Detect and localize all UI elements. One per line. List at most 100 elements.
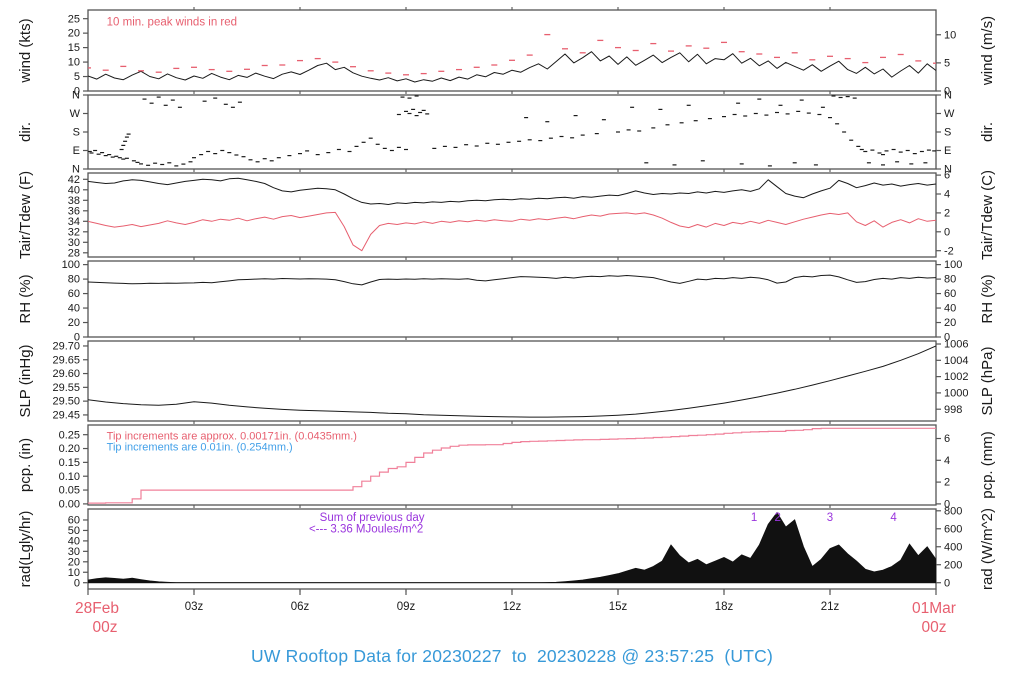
tick-label: 10 <box>68 567 80 579</box>
tick-label: 40 <box>68 184 80 196</box>
tick-label: 0 <box>74 577 80 589</box>
axis-label-right-rh: RH (%) <box>979 274 996 323</box>
tick-label: 29.45 <box>52 410 80 422</box>
tick-label: 0.05 <box>59 485 80 497</box>
tick-label: 800 <box>944 505 962 517</box>
tick-label: 20 <box>68 556 80 568</box>
panel-rh: 0 20 40 60 80 100 0 20 40 60 80 100 RH (%) RH (%) <box>17 259 996 343</box>
annotation-rad-5: 4 <box>890 512 897 524</box>
x-start-date: 28Feb <box>75 600 119 617</box>
series-group-pcp <box>88 427 936 504</box>
tick-label: 0 <box>944 86 950 98</box>
tick-label: 25 <box>68 13 80 25</box>
dew-point-trace <box>88 211 936 252</box>
tick-label: 998 <box>944 404 962 416</box>
tick-label: 2 <box>944 477 950 489</box>
tick-label: 60 <box>68 288 80 300</box>
tick-label: 38 <box>68 195 80 207</box>
axis-label-left-rh: RH (%) <box>17 274 34 323</box>
tick-label: 0 <box>944 332 950 344</box>
x-ticks-wind <box>193 7 831 94</box>
annotation-rad-0: Sum of previous day <box>320 512 425 524</box>
x-tick-label: 18z <box>715 601 734 613</box>
y-ticks-right-slp: 998 1000 1002 1004 1006 <box>936 339 968 416</box>
tick-label: 5 <box>74 71 80 83</box>
tick-label: 1002 <box>944 371 968 383</box>
air-temperature-trace <box>88 177 936 205</box>
y-ticks-left-pcp: 0.000.05 0.10 0.15 0.20 0.25 <box>59 429 88 510</box>
tick-label: 1004 <box>944 355 968 367</box>
annotation-rad-2: 1 <box>751 512 757 524</box>
tick-label: -2 <box>944 245 954 257</box>
y-ticks-right-rad: 0 200 400 600 800 <box>936 505 962 589</box>
tick-label: 100 <box>944 259 962 271</box>
x-start-hour: 00z <box>93 619 118 636</box>
tick-label: 29.50 <box>52 396 80 408</box>
series-group-rad <box>88 511 936 584</box>
x-ticks-rh <box>193 337 831 340</box>
y-ticks-left-rh: 0 20 40 60 80 100 <box>62 259 88 344</box>
tick-label: 5 <box>944 57 950 69</box>
tick-label: N <box>944 164 952 176</box>
series-group-dir <box>88 95 936 167</box>
meteogram-chart: 0 5 10 15 20 25 0 5 10 wind (kts) wind (m/s) 10 min… <box>17 7 996 636</box>
tick-label: 0 <box>944 577 950 589</box>
tick-label: 32 <box>68 226 80 238</box>
tick-label: 0 <box>74 86 80 98</box>
tick-label: 1006 <box>944 339 968 351</box>
pressure-trace <box>88 345 936 418</box>
tick-label: 20 <box>944 317 956 329</box>
annotation-rad-4: 3 <box>827 512 833 524</box>
solar-radiation-area <box>88 511 936 584</box>
x-ticks-pcp <box>193 505 831 508</box>
panel-frame-slp <box>87 340 937 422</box>
tick-label: 400 <box>944 541 962 553</box>
tick-label: 0.20 <box>59 443 80 455</box>
axis-label-left-wind: wind (kts) <box>17 18 34 83</box>
tick-label: 15 <box>68 42 80 54</box>
tick-label: 30 <box>68 237 80 249</box>
axis-label-left-dir: dir. <box>17 122 34 142</box>
panel-pcp: 0.000.05 0.10 0.15 0.20 0.25 0 2 4 6 pcp. (in) pcp… <box>17 424 996 510</box>
tick-label: 34 <box>68 216 80 228</box>
y-ticks-right-wind: 0 5 10 <box>936 29 956 98</box>
annotation-rad-1: <--- 3.36 MJoules/m^2 <box>309 524 423 536</box>
tick-label: 0 <box>944 226 950 238</box>
precipitation-trace <box>88 427 936 504</box>
axis-label-right-slp: SLP (hPa) <box>979 347 996 416</box>
annotation-pcp-0: Tip increments are approx. 0.00171in. (0… <box>107 430 357 442</box>
tick-label: 200 <box>944 559 962 571</box>
x-tick-label: 15z <box>609 601 628 613</box>
tick-label: E <box>73 145 80 157</box>
tick-label: 60 <box>944 288 956 300</box>
axis-label-left-temp: Tair/Tdew (F) <box>17 171 34 259</box>
tick-label: 29.70 <box>52 341 80 353</box>
panel-frame-temp <box>87 172 937 258</box>
tick-label: 30 <box>68 546 80 558</box>
peak-wind-marks <box>88 33 936 76</box>
tick-label: 100 <box>62 259 80 271</box>
tick-label: 80 <box>68 274 80 286</box>
x-tick-label: 12z <box>503 601 522 613</box>
tick-label: 20 <box>68 317 80 329</box>
tick-label: 6 <box>944 433 950 445</box>
wind-speed-trace <box>88 51 936 83</box>
tick-label: 29.55 <box>52 382 80 394</box>
tick-label: 2 <box>944 208 950 220</box>
tick-label: 0.25 <box>59 429 80 441</box>
series-group-rh <box>88 274 936 286</box>
y-ticks-right-pcp: 0 2 4 6 <box>936 433 950 510</box>
tick-label: 40 <box>944 303 956 315</box>
tick-label: 0 <box>944 498 950 510</box>
axis-label-left-pcp: pcp. (in) <box>17 438 34 492</box>
y-ticks-left-wind: 0 5 10 15 20 25 <box>68 13 88 98</box>
